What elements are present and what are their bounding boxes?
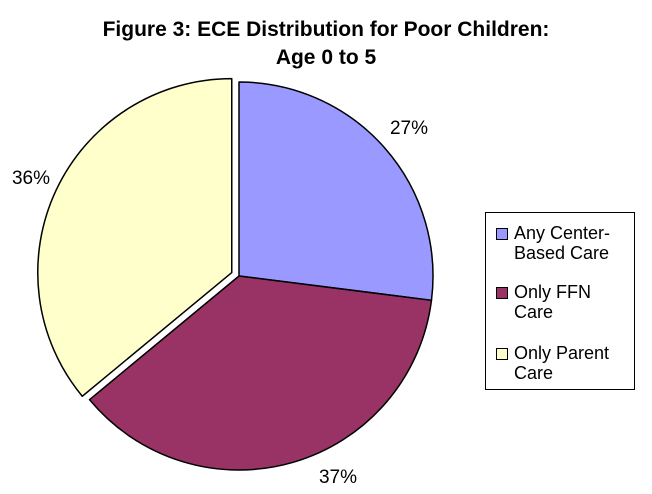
pie-slice-center-based xyxy=(238,81,434,302)
chart-title: Figure 3: ECE Distribution for Poor Chil… xyxy=(0,16,652,72)
slice-label-parent: 36% xyxy=(12,168,50,189)
pie-slice-parent xyxy=(37,77,233,398)
legend-label-ffn: Only FFN Care xyxy=(514,282,592,322)
legend-label-center-based: Any Center- Based Care xyxy=(514,223,611,263)
legend-swatch-ffn xyxy=(496,287,508,299)
chart-title-line-2: Age 0 to 5 xyxy=(275,46,377,69)
legend-swatch-parent xyxy=(496,348,508,360)
legend-label-parent: Only Parent Care xyxy=(514,343,610,383)
pie-slice-ffn xyxy=(88,275,433,471)
legend-swatch-center-based xyxy=(496,228,508,240)
slice-label-center-based: 27% xyxy=(390,118,428,139)
slice-label-ffn: 37% xyxy=(319,467,357,488)
chart-title-line-1: Figure 3: ECE Distribution for Poor Chil… xyxy=(102,18,550,41)
legend: Any Center- Based Care Only FFN Care Onl… xyxy=(485,212,635,390)
